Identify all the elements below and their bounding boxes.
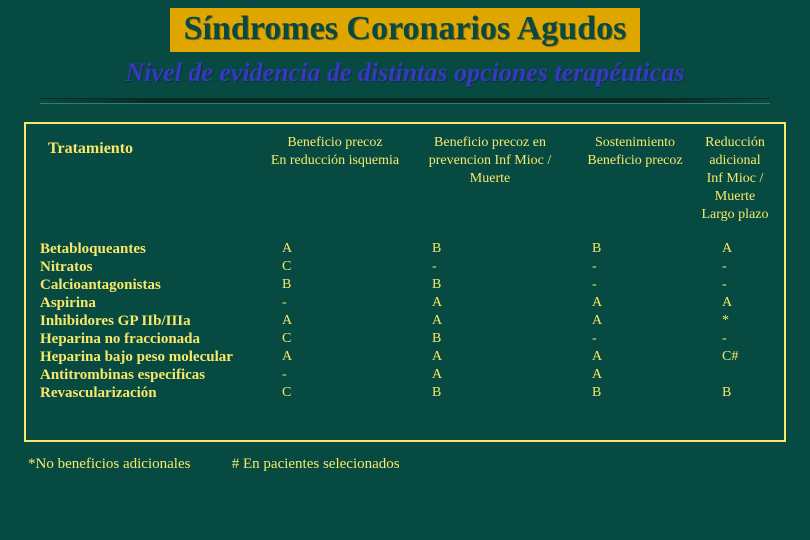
evidence-cell: A	[260, 312, 410, 330]
evidence-cell: A	[570, 294, 700, 312]
treatment-name: Betabloqueantes	[40, 240, 260, 258]
treatment-name: Antitrombinas especificas	[40, 366, 260, 384]
title-wrap: Síndromes Coronarios Agudos	[0, 0, 810, 52]
evidence-cell: -	[700, 330, 770, 348]
evidence-cell: A	[570, 312, 700, 330]
table-row: Heparina no fraccionadaCB--	[40, 330, 770, 348]
header-col2: Beneficio precoz enprevencion Inf Mioc /…	[410, 134, 570, 240]
evidence-cell: *	[700, 312, 770, 330]
table-row: Heparina bajo peso molecularAAAC#	[40, 348, 770, 366]
evidence-cell: A	[570, 366, 700, 384]
evidence-cell: -	[570, 276, 700, 294]
table-row: Aspirina-AAA	[40, 294, 770, 312]
evidence-cell: B	[410, 384, 570, 402]
header-treatment: Tratamiento	[40, 134, 260, 240]
evidence-cell: C	[260, 258, 410, 276]
table-row: Antitrombinas especificas-AA	[40, 366, 770, 384]
evidence-cell: C	[260, 330, 410, 348]
treatment-name: Inhibidores GP IIb/IIIa	[40, 312, 260, 330]
evidence-cell: B	[410, 276, 570, 294]
evidence-cell: B	[260, 276, 410, 294]
evidence-cell: -	[700, 276, 770, 294]
evidence-table-frame: Tratamiento Beneficio precozEn reducción…	[24, 122, 786, 442]
treatment-name: Revascularización	[40, 384, 260, 402]
evidence-cell: A	[570, 348, 700, 366]
evidence-cell: -	[570, 258, 700, 276]
evidence-cell: -	[700, 258, 770, 276]
evidence-cell: -	[260, 294, 410, 312]
table-body: BetabloqueantesABBANitratosC---Calcioant…	[40, 240, 770, 402]
evidence-cell: C#	[700, 348, 770, 366]
treatment-name: Nitratos	[40, 258, 260, 276]
divider	[40, 98, 770, 104]
footnote: *No beneficios adicionales # En paciente…	[28, 456, 810, 473]
treatment-name: Aspirina	[40, 294, 260, 312]
table-row: NitratosC---	[40, 258, 770, 276]
header-col4: Reducción adicionalInf Mioc / MuerteLarg…	[700, 134, 770, 240]
footnote-right: # En pacientes selecionados	[232, 456, 400, 472]
slide-title: Síndromes Coronarios Agudos	[170, 8, 641, 52]
evidence-cell: -	[570, 330, 700, 348]
evidence-cell: A	[700, 294, 770, 312]
evidence-cell: C	[260, 384, 410, 402]
table-row: RevascularizaciónCBBB	[40, 384, 770, 402]
slide: Síndromes Coronarios Agudos Nivel de evi…	[0, 0, 810, 540]
evidence-cell: A	[260, 240, 410, 258]
treatment-name: Heparina bajo peso molecular	[40, 348, 260, 366]
evidence-cell: A	[410, 312, 570, 330]
footnote-left: *No beneficios adicionales	[28, 456, 228, 473]
table-row: Inhibidores GP IIb/IIIaAAA*	[40, 312, 770, 330]
evidence-cell: A	[410, 366, 570, 384]
evidence-cell: B	[570, 384, 700, 402]
evidence-cell: B	[570, 240, 700, 258]
evidence-cell: B	[700, 384, 770, 402]
evidence-cell: A	[260, 348, 410, 366]
evidence-cell: B	[410, 330, 570, 348]
header-col3: SostenimientoBeneficio precoz	[570, 134, 700, 240]
evidence-cell: A	[410, 348, 570, 366]
evidence-cell: -	[260, 366, 410, 384]
treatment-name: Calcioantagonistas	[40, 276, 260, 294]
treatment-name: Heparina no fraccionada	[40, 330, 260, 348]
evidence-cell: -	[410, 258, 570, 276]
evidence-table: Tratamiento Beneficio precozEn reducción…	[40, 134, 770, 402]
slide-subtitle: Nivel de evidencia de distintas opciones…	[0, 58, 810, 88]
evidence-cell: B	[410, 240, 570, 258]
evidence-cell: A	[700, 240, 770, 258]
table-header-row: Tratamiento Beneficio precozEn reducción…	[40, 134, 770, 240]
evidence-cell: A	[410, 294, 570, 312]
header-col1: Beneficio precozEn reducción isquemia	[260, 134, 410, 240]
evidence-cell	[700, 366, 770, 384]
table-row: BetabloqueantesABBA	[40, 240, 770, 258]
table-row: CalcioantagonistasBB--	[40, 276, 770, 294]
